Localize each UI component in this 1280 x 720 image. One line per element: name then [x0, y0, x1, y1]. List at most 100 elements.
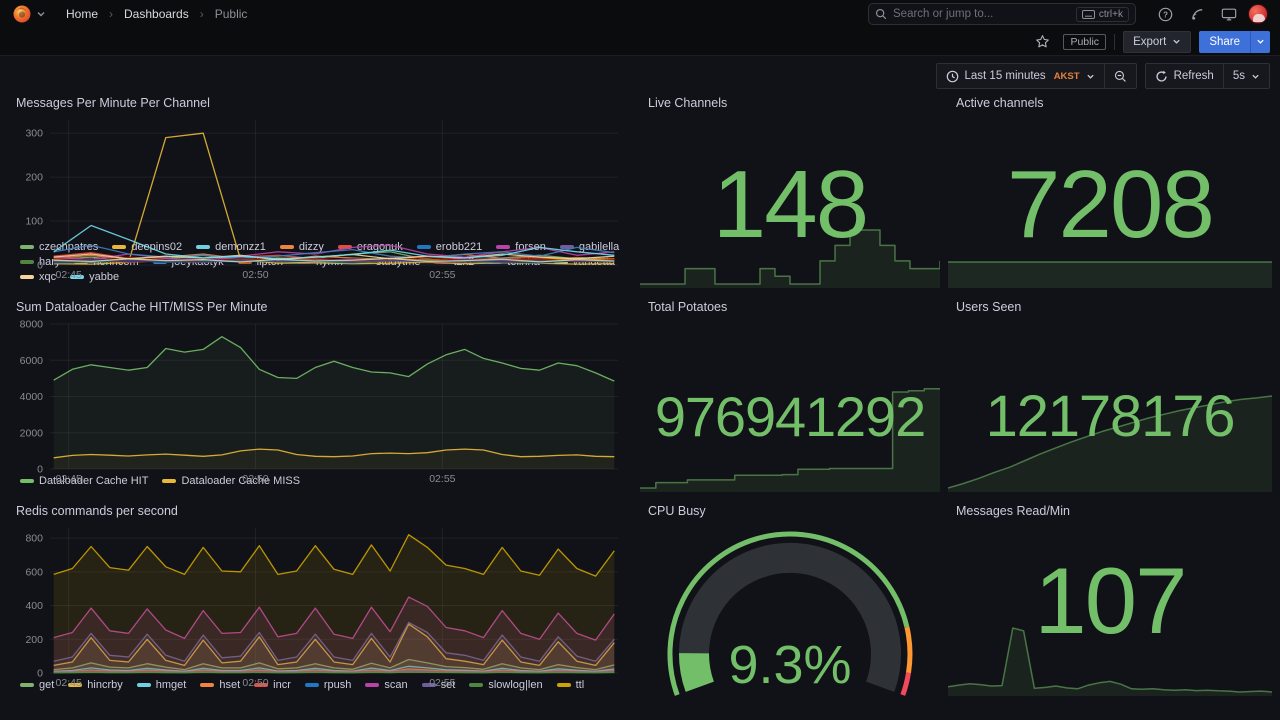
refresh-group: Refresh 5s — [1144, 63, 1270, 89]
legend-label: Dataloader Cache MISS — [181, 475, 301, 487]
panel-redis-commands: Redis commands per second 02:45 02:50 02:5… — [8, 500, 632, 696]
legend-label: slowlog|len — [488, 679, 543, 691]
stat-body[interactable]: 976941292 — [640, 318, 940, 492]
legend-color-pill — [416, 245, 431, 249]
panel-title[interactable]: Total Potatoes — [648, 300, 728, 314]
svg-text:02:55: 02:55 — [429, 269, 455, 281]
svg-text:02:50: 02:50 — [242, 473, 268, 485]
legend-item[interactable]: Dataloader Cache HIT — [20, 475, 148, 487]
legend-color-pill — [365, 683, 380, 687]
user-avatar[interactable] — [1248, 4, 1268, 24]
legend-label: gabilella — [578, 241, 620, 253]
stat-body[interactable]: 12178176 — [948, 318, 1272, 492]
share-menu-button[interactable] — [1250, 30, 1270, 53]
star-dashboard-button[interactable] — [1029, 31, 1055, 53]
search-box[interactable]: ctrl+k — [868, 3, 1136, 25]
svg-text:200: 200 — [25, 172, 43, 184]
legend-item[interactable]: slowlog|len — [469, 679, 543, 691]
news-button[interactable] — [1184, 3, 1210, 25]
legend-item[interactable]: erobb221 — [416, 241, 483, 253]
legend-item[interactable]: dizzy — [279, 241, 324, 253]
legend-item[interactable]: hincrby — [68, 679, 123, 691]
breadcrumb-dashboards[interactable]: Dashboards — [124, 7, 189, 21]
help-button[interactable]: ? — [1152, 3, 1178, 25]
chart-legend: Dataloader Cache HIT Dataloader Cache MIS… — [16, 473, 624, 492]
refresh-icon — [1156, 70, 1167, 82]
legend-color-pill — [559, 245, 574, 249]
sparkline — [948, 624, 1272, 696]
breadcrumb-separator: › — [109, 7, 114, 21]
svg-text:300: 300 — [25, 128, 43, 140]
panel-title[interactable]: Messages Read/Min — [956, 504, 1070, 518]
stat-value: 976941292 — [654, 385, 926, 448]
stat-body[interactable]: 107 — [948, 522, 1272, 696]
timeseries-chart[interactable]: 02:45 02:50 02:55 0 2000 4000 6000 8000 — [16, 318, 624, 485]
legend-color-pill — [68, 683, 83, 687]
svg-text:02:45: 02:45 — [56, 473, 82, 485]
org-switcher[interactable] — [12, 4, 46, 24]
time-picker-group: Last 15 minutes AKST — [935, 63, 1137, 89]
sparkline — [640, 226, 940, 288]
legend-color-pill — [20, 260, 34, 264]
search-icon — [875, 8, 887, 20]
stat-body[interactable]: 148 — [640, 114, 940, 288]
panel-title[interactable]: Active channels — [956, 96, 1044, 110]
grafana-logo — [13, 5, 31, 23]
panel-title[interactable]: CPU Busy — [648, 504, 706, 518]
legend-label: hmget — [155, 679, 187, 691]
help-icon: ? — [1158, 7, 1172, 21]
panel-title[interactable]: Live Channels — [648, 96, 728, 110]
display-button[interactable] — [1216, 3, 1242, 25]
search-input[interactable] — [893, 8, 1070, 20]
legend-label: hincrby — [87, 679, 123, 691]
chevron-down-icon — [1086, 74, 1094, 79]
legend-item[interactable]: scan — [365, 679, 408, 691]
legend-item[interactable]: demonzz1 — [196, 241, 266, 253]
svg-text:6000: 6000 — [20, 355, 44, 367]
export-button[interactable]: Export — [1123, 30, 1192, 53]
legend-item[interactable]: hset — [200, 679, 240, 691]
time-range-label: Last 15 minutes — [964, 70, 1046, 82]
timeseries-chart[interactable]: 02:45 02:50 02:55 0 100 200 300 — [16, 114, 624, 281]
svg-text:02:55: 02:55 — [429, 473, 455, 485]
panel-messages-read: Messages Read/Min 107 — [948, 500, 1272, 696]
refresh-button[interactable]: Refresh — [1146, 64, 1223, 88]
legend-color-pill — [200, 683, 215, 687]
legend-item[interactable]: yabbe — [70, 271, 119, 283]
dashboard-toolbar: Public Export Share — [0, 28, 1280, 56]
gauge-chart[interactable]: 9.3% — [648, 522, 932, 696]
legend-item[interactable]: xqc — [20, 271, 56, 283]
breadcrumb-home[interactable]: Home — [66, 7, 99, 21]
legend-label: get — [39, 679, 55, 691]
refresh-interval-picker[interactable]: 5s — [1222, 64, 1269, 88]
legend-color-pill — [162, 479, 177, 483]
legend-color-pill — [20, 245, 34, 249]
legend-item[interactable]: set — [421, 679, 455, 691]
panel-title[interactable]: Messages Per Minute Per Channel — [16, 96, 210, 110]
legend-item[interactable]: incr — [254, 679, 291, 691]
gauge-value: 9.3% — [728, 635, 852, 695]
legend-item[interactable]: gabilella — [559, 241, 620, 253]
legend-item[interactable]: Dataloader Cache MISS — [162, 475, 300, 487]
legend-item[interactable]: czechpatres — [20, 241, 98, 253]
legend-label: erobb221 — [435, 241, 483, 253]
panel-title[interactable]: Users Seen — [956, 300, 1022, 314]
legend-item[interactable]: ttl — [556, 679, 584, 691]
chevron-down-icon — [1173, 39, 1180, 44]
panel-title[interactable]: Redis commands per second — [16, 504, 178, 518]
legend-item[interactable]: get — [20, 679, 54, 691]
chevron-down-icon — [37, 12, 45, 17]
time-range-picker[interactable]: Last 15 minutes AKST — [937, 64, 1104, 88]
stat-value: 107 — [1034, 548, 1187, 653]
zoom-out-button[interactable] — [1103, 64, 1136, 88]
stat-body[interactable]: 7208 — [948, 114, 1272, 288]
share-button[interactable]: Share — [1199, 30, 1250, 53]
legend-item[interactable]: rpush — [304, 679, 351, 691]
legend-color-pill — [70, 275, 85, 279]
svg-text:8000: 8000 — [20, 319, 44, 331]
legend-item[interactable]: deepins02 — [112, 241, 182, 253]
timeseries-chart[interactable]: 02:45 02:50 02:55 0 200 400 600 800 — [16, 522, 624, 689]
svg-text:0: 0 — [37, 260, 43, 272]
panel-title[interactable]: Sum Dataloader Cache HIT/MISS Per Minute — [16, 300, 268, 314]
legend-item[interactable]: hmget — [136, 679, 187, 691]
